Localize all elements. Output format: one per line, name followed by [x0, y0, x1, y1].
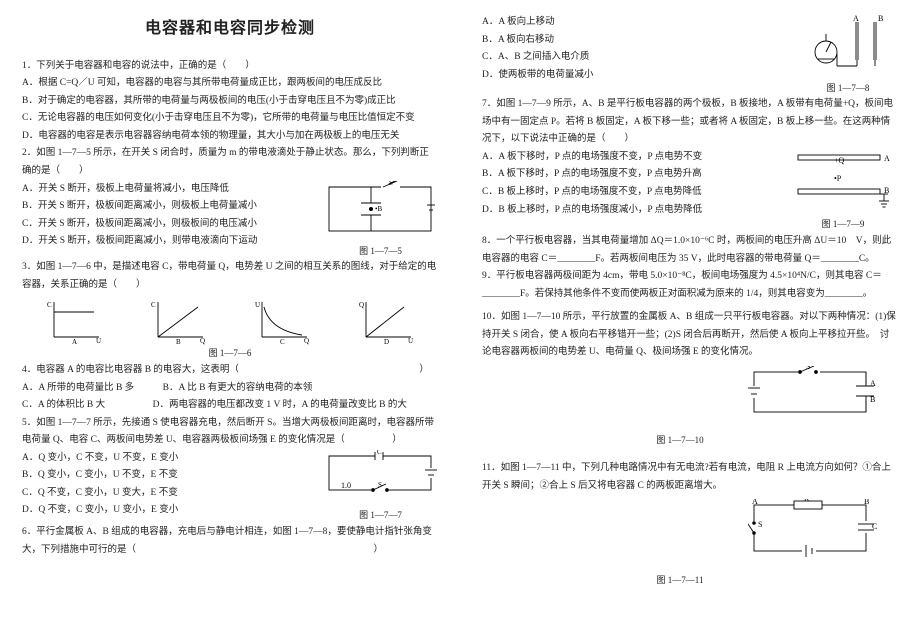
figure-1-7-9: A +Q •P B 图 1—7—9 [788, 149, 898, 233]
svg-text:B: B [176, 338, 181, 345]
fig8-caption: 图 1—7—8 [798, 80, 898, 97]
q1-opt-d: D．电容器的电容是表示电容器容纳电荷本领的物理量，其大小与加在两极板上的电压无关 [22, 128, 438, 146]
svg-text:C: C [151, 301, 156, 309]
svg-text:•P: •P [834, 174, 842, 183]
svg-text:B: B [870, 395, 875, 404]
svg-text:C: C [872, 522, 877, 531]
figure-1-7-6: C U A C Q B U Q C Q U D [22, 297, 438, 345]
q1-opt-a: A．根据 C=Q／U 可知，电容器的电容与其所带电荷量成正比，跟两板间的电压成反… [22, 75, 438, 93]
svg-text:A: A [870, 379, 876, 388]
svg-text:Q: Q [304, 337, 309, 345]
q1: 1．下列关于电容器和电容的说法中，正确的是（ ） [22, 58, 438, 76]
fig10-caption: 图 1—7—10 [482, 432, 878, 449]
q1-opt-b: B．对于确定的电容器，其所带的电荷量与两极板间的电压(小于击穿电压且不为零)成正… [22, 93, 438, 111]
svg-text:C: C [377, 450, 382, 456]
fig5-caption: 图 1—7—5 [323, 243, 438, 260]
fig11-caption: 图 1—7—11 [482, 572, 878, 589]
svg-text:1.0: 1.0 [341, 481, 351, 490]
svg-text:A: A [72, 338, 77, 345]
svg-text:U: U [96, 337, 101, 345]
right-column: A B 图 1—7—8 A．A 板向上移动 B．A 板向右移动 C．A、B 之间… [460, 0, 920, 637]
q3: 3．如图 1—7—6 中，是描述电容 C，带电荷量 Q，电势差 U 之间的相互关… [22, 259, 438, 294]
svg-text:A: A [853, 14, 859, 23]
svg-text:•B: •B [375, 205, 382, 213]
doc-title: 电容器和电容同步检测 [22, 14, 438, 44]
q8: 8．一个平行板电容器，当其电荷量增加 ΔQ＝1.0×10⁻⁶C 时，两板间的电压… [482, 233, 898, 268]
svg-text:R: R [804, 499, 810, 503]
q11: 11．如图 1—7—11 中，下列几种电路情况中有无电流?若有电流，电阻 R 上… [482, 460, 898, 495]
svg-text:S: S [806, 366, 810, 371]
q4-opt-ab: A．A 所带的电荷量比 B 多 B．A 比 B 有更大的容纳电荷的本领 [22, 380, 438, 398]
svg-text:S: S [758, 520, 762, 529]
svg-text:Q: Q [200, 337, 205, 345]
q4-opt-cd: C．A 的体积比 B 大 D．两电容器的电压都改变 1 V 时，A 的电荷量改变… [22, 397, 438, 415]
q5: 5．如图 1—7—7 所示，先接通 S 使电容器充电，然后断开 S。当增大两极板… [22, 415, 438, 450]
svg-text:Q: Q [359, 301, 364, 309]
svg-text:U: U [408, 337, 413, 345]
svg-text:B: B [884, 186, 889, 195]
svg-text:A: A [752, 499, 758, 506]
svg-text:D: D [384, 338, 389, 345]
svg-text:S: S [378, 481, 382, 489]
figure-1-7-8: A B 图 1—7—8 [798, 14, 898, 96]
q9: 9．平行板电容器两极间距为 4cm，带电 5.0×10⁻⁸C，板间电场强度为 4… [482, 268, 898, 303]
q2: 2．如图 1—7—5 所示，在开关 S 闭合时，质量为 m 的带电液滴处于静止状… [22, 145, 438, 180]
svg-text:B: B [878, 14, 883, 23]
fig6-caption: 图 1—7—6 [22, 345, 438, 362]
svg-text:U: U [255, 301, 260, 309]
fig9-caption: 图 1—7—9 [788, 216, 898, 233]
q6: 6．平行金属板 A、B 组成的电容器，充电后与静电计相连，如图 1—7—8，要使… [22, 524, 438, 559]
fig7-caption: 图 1—7—7 [323, 507, 438, 524]
q7: 7．如图 1—7—9 所示，A、B 是平行板电容器的两个极板，B 板接地，A 板… [482, 96, 898, 149]
svg-text:A: A [884, 154, 890, 163]
svg-text:B: B [864, 499, 869, 506]
svg-text:C: C [47, 301, 52, 309]
svg-text:C: C [280, 338, 285, 345]
figure-1-7-11: R S C A B 图 1—7—11 [482, 499, 878, 588]
figure-1-7-5: S •B 图 1—7—5 [323, 181, 438, 260]
figure-1-7-10: S A B 图 1—7—10 [482, 366, 878, 448]
figure-1-7-7: C S 1.0 图 1—7—7 [323, 450, 438, 524]
q4: 4．电容器 A 的电容比电容器 B 的电容大，这表明（ ） [22, 362, 438, 380]
left-column: 电容器和电容同步检测 1．下列关于电容器和电容的说法中，正确的是（ ） A．根据… [0, 0, 460, 637]
q10: 10．如图 1—7—10 所示，平行放置的金属板 A、B 组成一只平行板电容器。… [482, 309, 898, 362]
svg-text:S: S [389, 181, 393, 187]
svg-text:+Q: +Q [834, 156, 845, 165]
q1-opt-c: C．无论电容器的电压如何变化(小于击穿电压且不为零)，它所带的电荷量与电压比值恒… [22, 110, 438, 128]
